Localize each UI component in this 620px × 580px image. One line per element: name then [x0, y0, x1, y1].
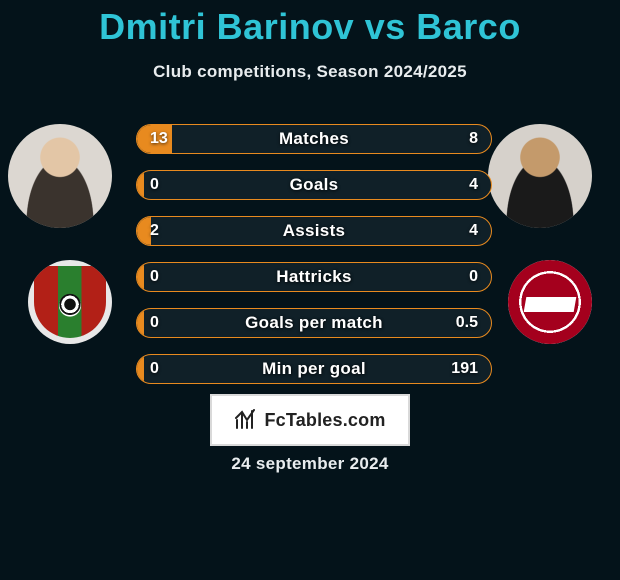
club-right-badge: [508, 260, 592, 344]
player-left-silhouette-icon: [8, 124, 112, 228]
title-player1: Dmitri Barinov: [99, 6, 354, 47]
stat-label: Min per goal: [136, 354, 492, 384]
stat-label: Goals per match: [136, 308, 492, 338]
brand-box: FcTables.com: [210, 394, 410, 446]
brand-logo-icon: [234, 408, 258, 432]
club-left-icon: [34, 266, 106, 338]
stat-row: 00Hattricks: [136, 262, 492, 292]
club-right-icon: [508, 260, 592, 344]
stat-row: 04Goals: [136, 170, 492, 200]
brand-text: FcTables.com: [264, 410, 385, 431]
date-line: 24 september 2024: [0, 454, 620, 474]
club-left-badge: [28, 260, 112, 344]
player-right-avatar: [488, 124, 592, 228]
stats-container: 138Matches 04Goals 24Assists 00Hattricks 00.…: [136, 124, 492, 400]
page-title: Dmitri Barinov vs Barco: [0, 0, 620, 48]
stat-row: 24Assists: [136, 216, 492, 246]
stat-label: Hattricks: [136, 262, 492, 292]
player-left-avatar: [8, 124, 112, 228]
stat-label: Assists: [136, 216, 492, 246]
stat-row: 138Matches: [136, 124, 492, 154]
title-vs: vs: [365, 6, 406, 47]
subtitle: Club competitions, Season 2024/2025: [0, 62, 620, 82]
stat-label: Goals: [136, 170, 492, 200]
stat-label: Matches: [136, 124, 492, 154]
stat-row: 0191Min per goal: [136, 354, 492, 384]
player-right-silhouette-icon: [488, 124, 592, 228]
stat-row: 00.5Goals per match: [136, 308, 492, 338]
title-player2: Barco: [416, 6, 521, 47]
